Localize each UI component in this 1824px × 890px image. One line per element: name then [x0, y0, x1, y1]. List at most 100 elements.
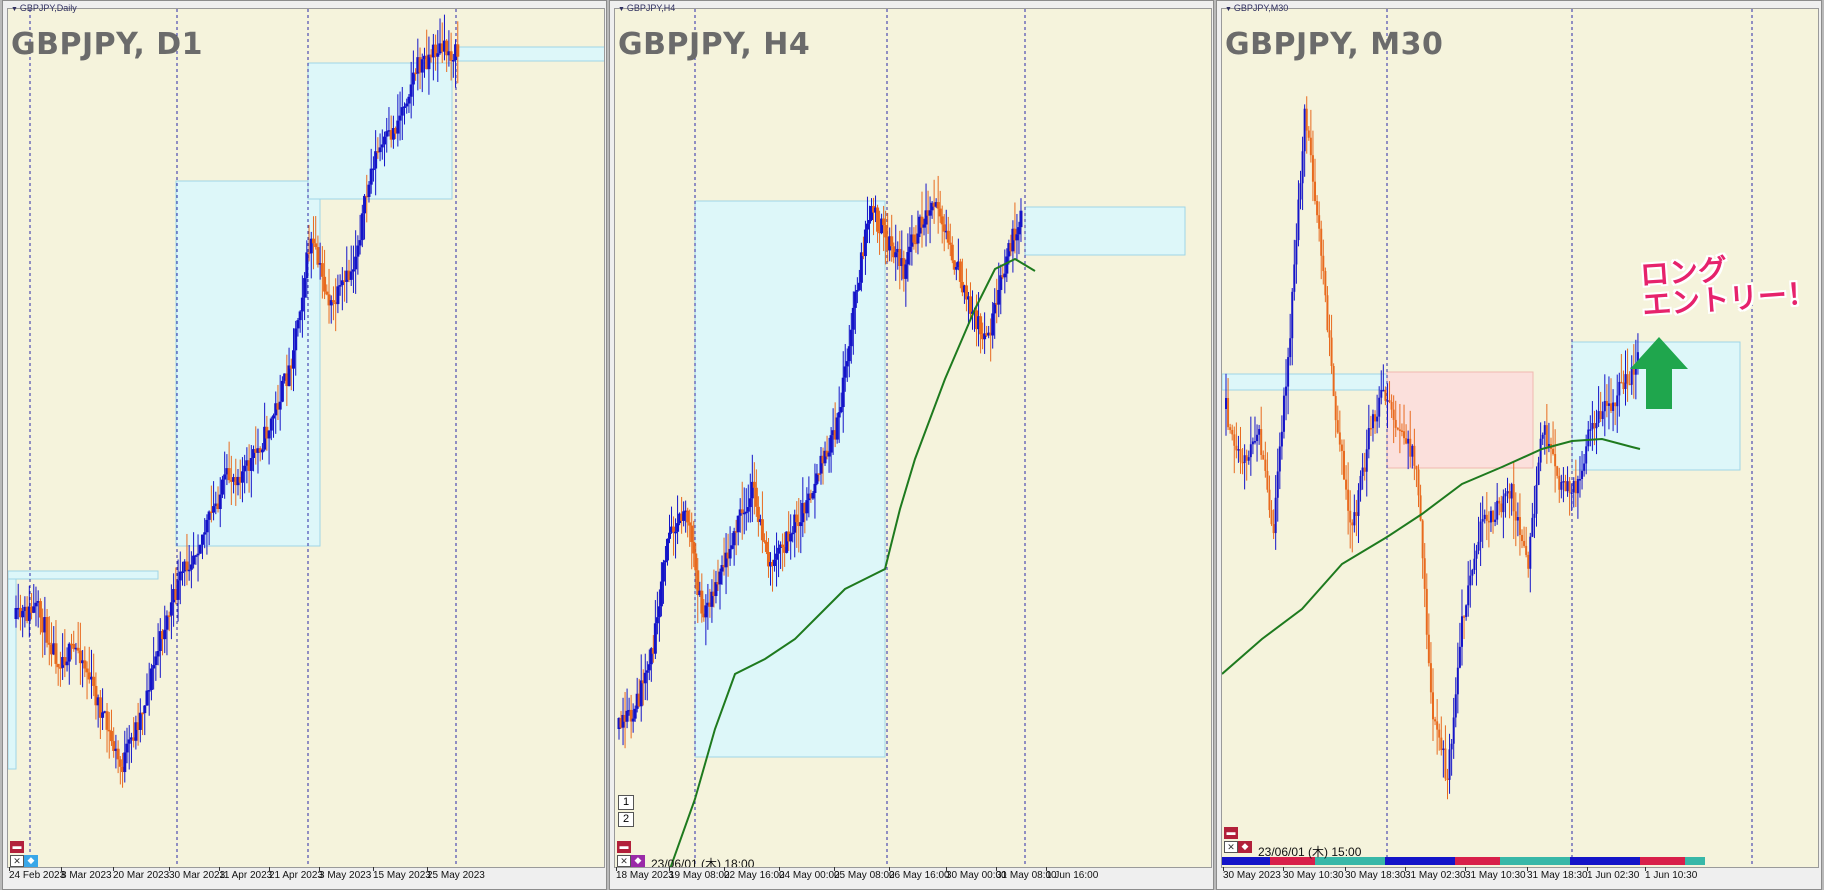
bear-candle	[882, 218, 886, 226]
bull-candle	[61, 657, 65, 668]
bull-candle	[1475, 550, 1478, 559]
bear-candle	[637, 693, 641, 707]
bull-candle	[1460, 616, 1463, 647]
close-expert-button[interactable]: ▬	[617, 841, 631, 853]
bull-candle	[661, 562, 665, 582]
bull-candle	[280, 380, 284, 402]
bull-candle	[863, 229, 867, 257]
indicator-icon[interactable]: ◆	[24, 855, 38, 867]
bull-candle	[89, 676, 93, 680]
bear-candle	[985, 333, 989, 336]
bull-candle	[127, 739, 131, 744]
bear-candle	[1392, 409, 1395, 420]
stack-button-2[interactable]: 2	[618, 812, 634, 827]
bear-candle	[1322, 255, 1325, 272]
bull-candle	[387, 130, 391, 132]
bear-candle	[1013, 228, 1017, 241]
bear-candle	[1429, 663, 1432, 693]
bull-candle	[1471, 570, 1474, 576]
bull-candle	[732, 531, 736, 546]
indicator-icon[interactable]: ◆	[631, 855, 645, 867]
bull-candle	[1587, 429, 1590, 447]
bull-candle	[1243, 455, 1246, 463]
axis-tick	[169, 867, 170, 871]
bull-candle	[431, 44, 435, 58]
bull-candle	[1529, 536, 1532, 569]
bear-candle	[85, 668, 89, 673]
bear-candle	[872, 205, 876, 213]
axis-tick	[427, 867, 428, 871]
bear-candle	[1398, 429, 1401, 431]
bear-candle	[1239, 449, 1242, 462]
bull-candle	[156, 650, 160, 657]
bull-candle	[1003, 273, 1007, 278]
bear-candle	[926, 210, 930, 216]
bull-candle	[454, 44, 458, 61]
bull-candle	[294, 328, 298, 351]
bear-candle	[760, 519, 764, 541]
chart-plot-area[interactable]: GBPJPY, D1 ▬ ✕ ◆	[7, 8, 605, 868]
time-axis-label: 31 May 18:30	[1527, 870, 1588, 881]
close-expert-button[interactable]: ▬	[10, 841, 24, 853]
bull-candle	[659, 581, 663, 607]
bull-candle	[383, 136, 387, 145]
bear-candle	[1512, 484, 1515, 512]
bull-candle	[1581, 470, 1584, 480]
chart-window-d1[interactable]: GBPJPY,Daily GBPJPY, D1 ▬ ✕ ◆ 24 Feb 202…	[2, 0, 607, 890]
bear-candle	[942, 224, 946, 232]
bear-candle	[1262, 454, 1265, 460]
axis-tick	[373, 867, 374, 871]
chart-window-m30[interactable]: GBPJPY,M30 GBPJPY, M30 ▬ ✕ ◆ 23/06/01 (木…	[1216, 0, 1822, 890]
bear-candle	[227, 468, 231, 481]
bull-candle	[855, 290, 859, 292]
bear-candle	[680, 513, 684, 521]
close-icon[interactable]: ✕	[1224, 841, 1238, 853]
price-chart	[8, 9, 604, 867]
bull-candle	[851, 307, 855, 330]
bull-candle	[154, 656, 158, 666]
bear-candle	[1355, 512, 1358, 516]
long-entry-callout: ロング エントリー！	[1639, 248, 1817, 322]
bull-candle	[336, 286, 340, 305]
bear-candle	[1245, 455, 1248, 461]
chart-title: GBPJPY, D1	[11, 27, 204, 62]
bull-candle	[1293, 264, 1296, 292]
bear-candle	[946, 230, 950, 243]
bull-candle	[81, 660, 85, 664]
bull-candle	[1448, 749, 1451, 780]
chart-window-h4[interactable]: GBPJPY,H4 GBPJPY, H4 1 2 ▬ ✕ ◆ 23/06/01 …	[609, 0, 1214, 890]
bear-candle	[72, 644, 76, 649]
bull-candle	[1506, 491, 1509, 494]
bear-candle	[964, 285, 968, 300]
bear-candle	[1438, 729, 1441, 738]
bull-candle	[363, 195, 367, 214]
bear-candle	[289, 365, 293, 369]
bear-candle	[1311, 155, 1314, 182]
close-icon[interactable]: ✕	[617, 855, 631, 867]
bull-candle	[1289, 338, 1292, 358]
bull-candle	[815, 473, 819, 484]
close-icon[interactable]: ✕	[10, 855, 24, 867]
bull-candle	[1015, 234, 1019, 241]
bull-candle	[16, 607, 20, 610]
bear-candle	[803, 502, 807, 514]
close-expert-button[interactable]: ▬	[1224, 827, 1238, 839]
bear-candle	[890, 236, 894, 247]
session-segment	[1500, 857, 1570, 865]
bear-candle	[238, 476, 242, 483]
bull-candle	[977, 316, 981, 330]
bull-candle	[1572, 481, 1575, 493]
chart-plot-area[interactable]: GBPJPY, H4 1 2 ▬ ✕ ◆ 23/06/01 (木) 18:00	[614, 8, 1212, 868]
bull-candle	[807, 493, 811, 501]
bear-candle	[938, 208, 942, 217]
bear-candle	[1554, 454, 1557, 467]
bear-candle	[981, 334, 985, 340]
bear-candle	[726, 552, 730, 559]
time-axis-label: 25 May 08:00	[834, 870, 895, 881]
indicator-icon[interactable]: ◆	[1238, 841, 1252, 853]
bull-candle	[1489, 510, 1492, 523]
bear-candle	[702, 613, 706, 618]
stack-button-1[interactable]: 1	[618, 795, 634, 810]
bull-candle	[451, 60, 455, 62]
chart-plot-area[interactable]: GBPJPY, M30 ▬ ✕ ◆ 23/06/01 (木) 15:00	[1221, 8, 1819, 868]
